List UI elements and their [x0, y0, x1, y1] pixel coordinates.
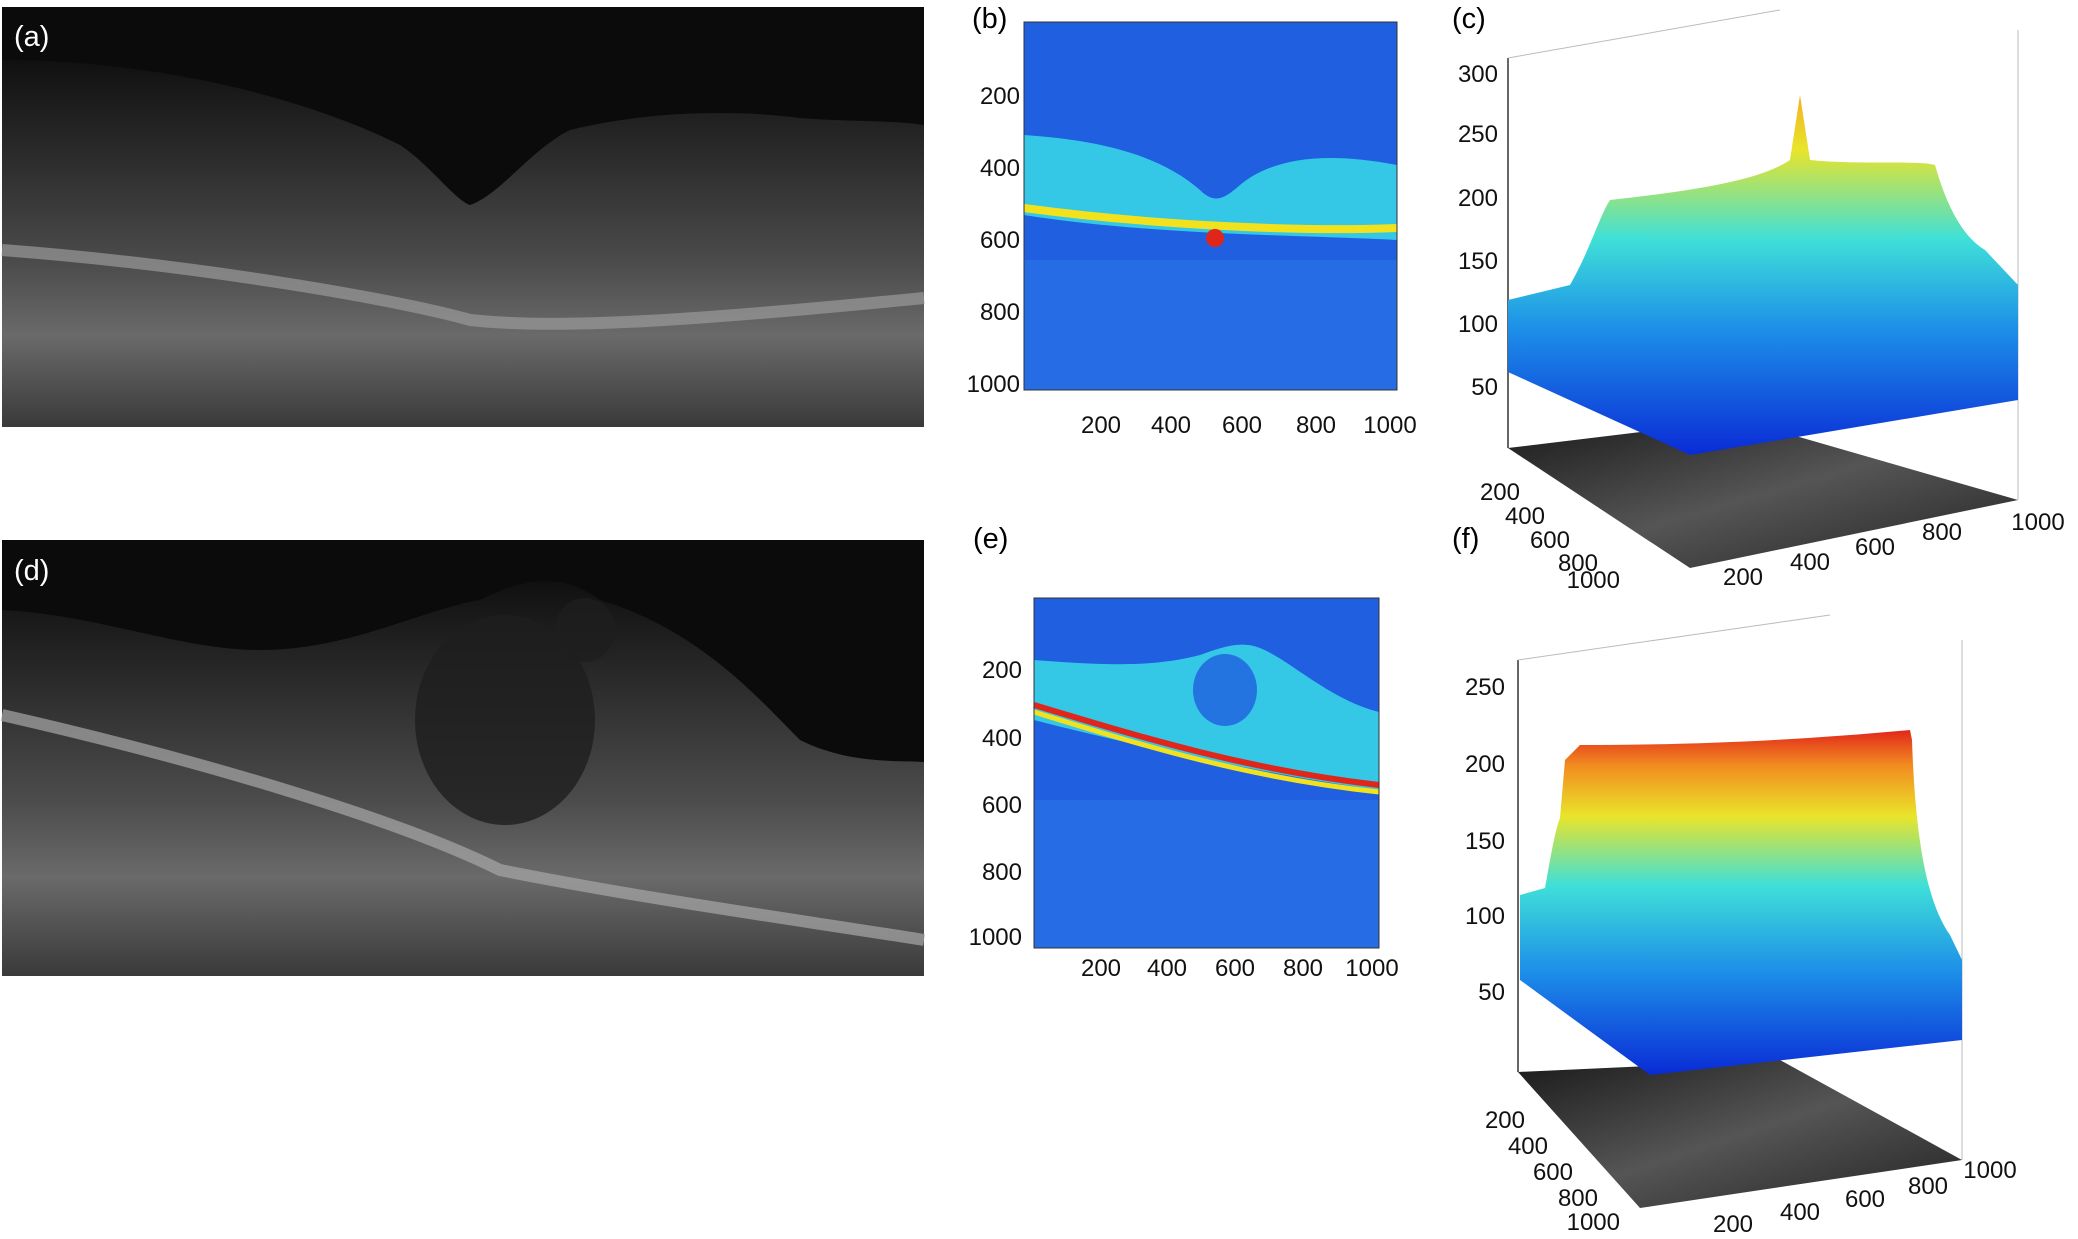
b-x-tick-600: 600	[1222, 412, 1262, 439]
b-y-tick-400: 400	[980, 155, 1020, 182]
rpe-band-d	[0, 709, 925, 946]
c-z-tick-100: 100	[1458, 311, 1498, 338]
panel-label-d: (d)	[14, 555, 49, 587]
panel-label-e: (e)	[973, 523, 1008, 555]
c-z-tick-250: 250	[1458, 121, 1498, 148]
heatmap-b-frame	[1023, 21, 1398, 391]
panel-label-f: (f)	[1452, 523, 1479, 555]
c-floor-image	[1508, 420, 2018, 568]
b-y-tick-200: 200	[980, 83, 1020, 110]
c-z-tick-50: 50	[1471, 374, 1498, 401]
b-x-tick-400: 400	[1151, 412, 1191, 439]
c-back-edge	[1507, 9, 1781, 59]
f-z-tick-200: 200	[1465, 751, 1505, 778]
c-width-tick-800: 800	[1922, 519, 1962, 546]
c-z-tick-150: 150	[1458, 248, 1498, 275]
e-x-tick-200: 200	[1081, 955, 1121, 982]
heatmap-e-layer-red	[1033, 702, 1380, 788]
c-depth-tick-400: 400	[1505, 503, 1545, 530]
c-width-tick-200: 200	[1723, 564, 1763, 591]
heatmap-e-cyst	[1193, 654, 1257, 726]
f-z-tick-50: 50	[1478, 979, 1505, 1006]
heatmap-b-hotspot	[1206, 229, 1224, 247]
c-surface	[1508, 95, 2018, 455]
e-y-tick-600: 600	[982, 792, 1022, 819]
rpe-band-a	[1, 244, 925, 330]
panel-label-a: (a)	[14, 21, 49, 53]
f-z-tick-150: 150	[1465, 828, 1505, 855]
panel-d: (d)	[0, 540, 925, 976]
cyst-small-d	[555, 598, 615, 662]
heatmap-e-frame	[1033, 597, 1380, 949]
heatmap-e-layer-yellow	[1033, 709, 1380, 795]
c-depth-tick-200: 200	[1480, 479, 1520, 506]
panel-label-c: (c)	[1452, 3, 1486, 35]
e-x-tick-1000: 1000	[1345, 955, 1398, 982]
b-x-tick-1000: 1000	[1363, 412, 1416, 439]
b-x-tick-800: 800	[1296, 412, 1336, 439]
c-depth-tick-1000: 1000	[1567, 567, 1620, 594]
f-floor-image	[1518, 1060, 1962, 1208]
e-y-tick-400: 400	[982, 725, 1022, 752]
f-back-edge	[1517, 614, 1831, 661]
c-width-tick-1000: 1000	[2011, 509, 2064, 536]
e-x-tick-800: 800	[1283, 955, 1323, 982]
panel-a: (a)	[1, 7, 925, 427]
c-z-tick-200: 200	[1458, 185, 1498, 212]
b-y-tick-1000: 1000	[967, 371, 1020, 398]
f-width-tick-1000: 1000	[1963, 1157, 2016, 1184]
f-surface	[1520, 730, 1962, 1075]
f-width-tick-400: 400	[1780, 1199, 1820, 1226]
c-depth-tick-800: 800	[1558, 550, 1598, 577]
f-z-tick-250: 250	[1465, 674, 1505, 701]
c-width-tick-400: 400	[1790, 549, 1830, 576]
f-depth-tick-400: 400	[1508, 1133, 1548, 1160]
f-depth-tick-600: 600	[1533, 1159, 1573, 1186]
f-depth-tick-200: 200	[1485, 1107, 1525, 1134]
e-x-tick-600: 600	[1215, 955, 1255, 982]
heatmap-b-deep	[1024, 260, 1397, 390]
f-width-tick-200: 200	[1713, 1211, 1753, 1238]
f-depth-tick-800: 800	[1558, 1185, 1598, 1212]
c-z-tick-300: 300	[1458, 61, 1498, 88]
cyst-large-d	[415, 615, 595, 825]
heatmap-e-deep	[1034, 800, 1379, 948]
f-width-tick-800: 800	[1908, 1173, 1948, 1200]
retina-tissue-a	[2, 60, 924, 427]
panel-b: (b) 200 400 600 800 1000 200 400 600 800…	[967, 3, 1417, 439]
e-y-tick-1000: 1000	[969, 924, 1022, 951]
panel-e: (e) 200 400 600 800 1000 200 400 600 800…	[969, 523, 1399, 982]
f-depth-tick-1000: 1000	[1567, 1209, 1620, 1236]
c-width-tick-600: 600	[1855, 534, 1895, 561]
b-y-tick-800: 800	[980, 299, 1020, 326]
c-depth-tick-600: 600	[1530, 527, 1570, 554]
b-y-tick-600: 600	[980, 227, 1020, 254]
panel-label-b: (b)	[972, 3, 1007, 35]
heatmap-b-layer-yellow	[1023, 204, 1398, 234]
e-x-tick-400: 400	[1147, 955, 1187, 982]
f-z-tick-100: 100	[1465, 903, 1505, 930]
panel-c: (c) 300 250 200 150 100 50 200 400 600 8…	[1452, 3, 2065, 594]
e-y-tick-200: 200	[982, 657, 1022, 684]
e-y-tick-800: 800	[982, 859, 1022, 886]
panel-f: (f) 250 200 150 100 50 200 400 600 800 1…	[1452, 523, 2017, 1238]
b-x-tick-200: 200	[1081, 412, 1121, 439]
f-width-tick-600: 600	[1845, 1186, 1885, 1213]
heatmap-b-layer-cyan	[1024, 135, 1397, 240]
